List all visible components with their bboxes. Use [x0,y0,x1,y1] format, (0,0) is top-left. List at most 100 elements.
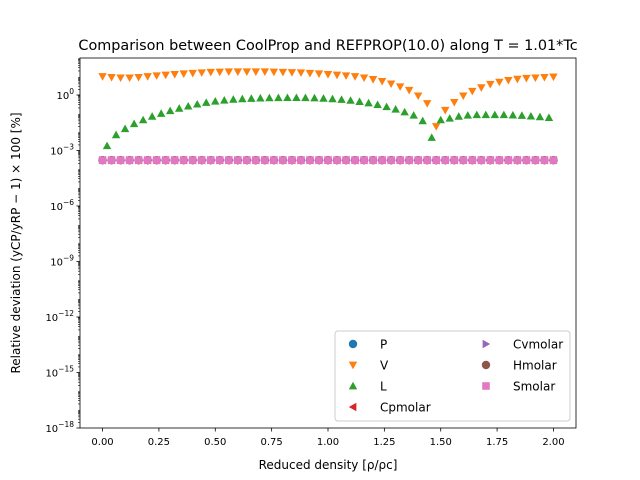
data-point [260,68,270,76]
data-point [368,76,378,84]
data-point [328,94,337,103]
data-point [342,156,350,164]
data-point [490,110,500,119]
data-point [220,96,229,104]
data-point [531,156,540,164]
data-point [355,97,364,105]
data-point [337,95,346,103]
series-v [98,68,558,131]
series-layer [98,68,558,165]
data-point [427,133,436,141]
data-point [423,156,431,164]
y-axis-label: Relative deviation (yCP/yRP − 1) × 100 [… [9,112,23,373]
data-point [252,156,260,164]
data-point [134,73,143,82]
data-point [481,110,491,119]
data-point [98,156,107,164]
y-tick-label: 10−6 [50,198,74,213]
data-point [206,68,215,77]
legend-marker-cpmolar [348,402,357,412]
data-point [261,156,269,164]
data-point [175,104,184,112]
data-point [332,71,342,80]
data-point [459,156,468,164]
data-point [234,156,242,164]
data-point [477,84,486,92]
data-point [301,93,310,102]
data-point [517,111,527,119]
data-point [279,156,287,164]
data-point [120,124,130,133]
data-point [535,112,545,121]
legend-label-smolar: Smolar [513,380,555,394]
legend-box [334,330,571,422]
data-point [522,74,531,83]
data-point [305,69,315,78]
data-point [468,87,477,96]
data-point [138,115,148,124]
data-point [197,156,206,164]
data-point [495,78,504,87]
data-point [188,69,197,78]
data-point [387,156,395,164]
data-point [107,73,116,82]
data-point [125,156,134,164]
data-point [414,156,422,164]
data-point [193,99,202,108]
data-point [111,130,121,139]
data-point [242,68,252,76]
data-point [513,75,522,84]
data-point [409,111,418,119]
data-point [432,123,441,131]
legend-label-cvmolar: Cvmolar [513,338,563,352]
data-point [504,76,513,85]
data-point [499,110,509,119]
data-point [400,107,409,116]
data-point [441,156,450,164]
data-point [369,156,377,164]
data-point [531,74,540,83]
data-point [495,156,504,164]
data-point [102,141,112,150]
y-tick-label: 100 [56,87,74,102]
data-point [107,156,116,164]
data-point [238,94,247,103]
data-point [360,156,368,164]
data-point [432,156,440,164]
data-point [423,100,432,108]
data-point [377,77,387,86]
y-tick-label: 10−3 [50,143,74,158]
data-point [544,113,554,121]
legend-label-p: P [380,338,387,352]
data-point [472,110,481,119]
data-point [215,68,224,77]
x-tick-label: 0.75 [261,437,283,448]
data-point [508,110,518,119]
y-tick-label: 10−9 [50,254,74,269]
data-point [418,116,427,125]
data-point [251,68,261,76]
data-point [364,98,373,107]
data-point [549,156,558,164]
data-point [147,112,157,120]
data-point [315,156,323,164]
data-point [270,156,278,164]
legend-marker-v [348,361,358,370]
data-point [486,156,495,164]
x-tick-label: 0.50 [204,437,226,448]
data-point [324,156,332,164]
data-point [396,156,404,164]
series-l [102,93,554,150]
x-tick-label: 1.75 [486,437,508,448]
data-point [188,156,197,164]
data-point [468,156,477,164]
data-point [125,74,134,83]
data-point [296,69,306,77]
data-point [513,156,522,164]
data-point [526,111,536,120]
data-point [247,94,256,102]
data-point [152,156,161,164]
data-point [404,86,414,95]
data-point [216,156,224,164]
